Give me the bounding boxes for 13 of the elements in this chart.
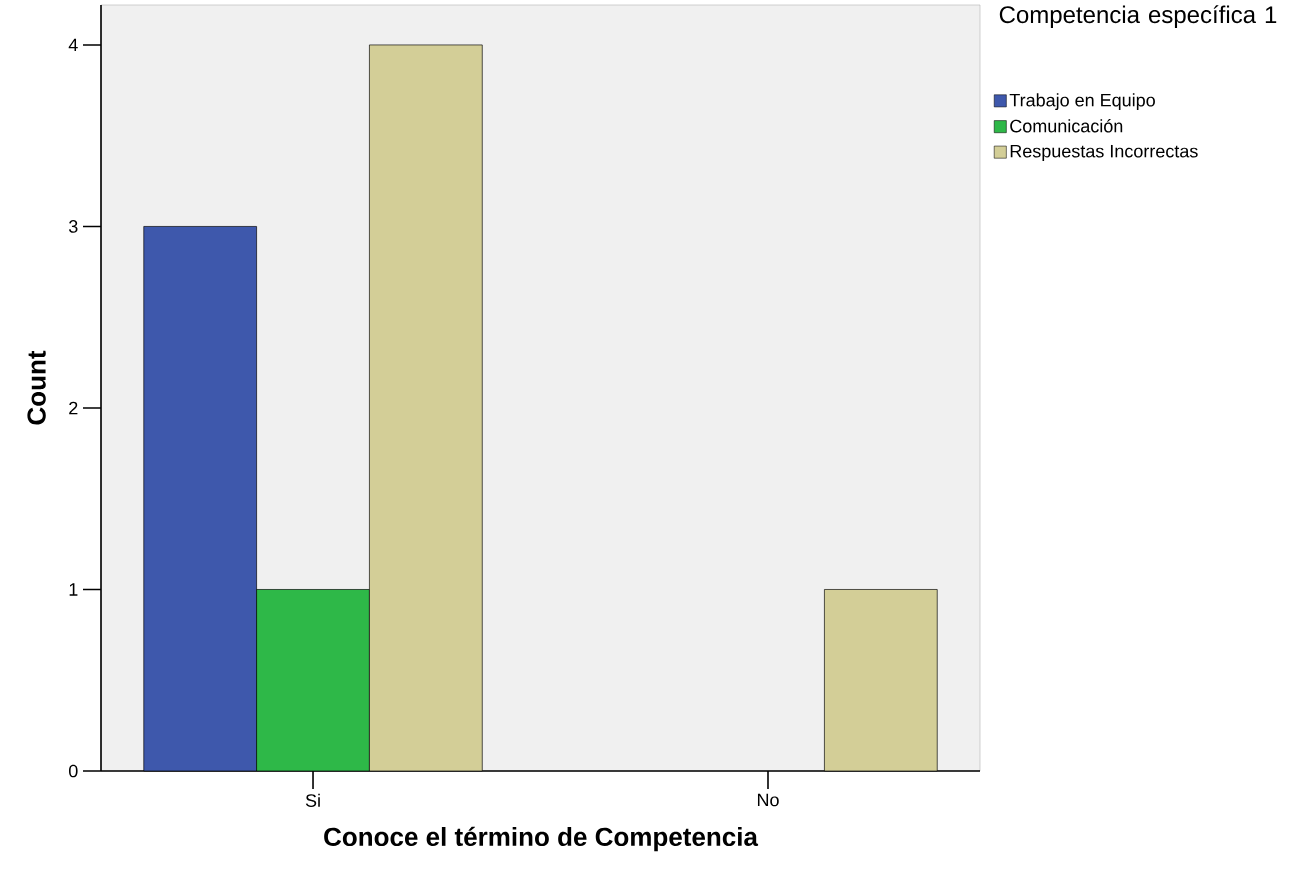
legend-label: Comunicación <box>1010 119 1123 133</box>
x-axis-title: Conoce el término de Competencia <box>324 826 759 852</box>
y-tick-label: 0 <box>68 764 78 778</box>
x-tick-label: No <box>757 793 779 807</box>
y-axis-title: Count <box>27 350 46 425</box>
legend-title: Competencia específica 1 <box>999 5 1277 28</box>
y-tick-label: 1 <box>69 583 78 596</box>
y-tick-label: 2 <box>69 401 78 415</box>
y-tick-label: 3 <box>68 220 78 233</box>
legend-label: Respuestas Incorrectas <box>1010 144 1198 162</box>
legend-label: Trabajo en Equipo <box>1009 93 1155 111</box>
x-tick-label: Si <box>305 793 320 807</box>
y-tick-label: 4 <box>68 38 78 52</box>
